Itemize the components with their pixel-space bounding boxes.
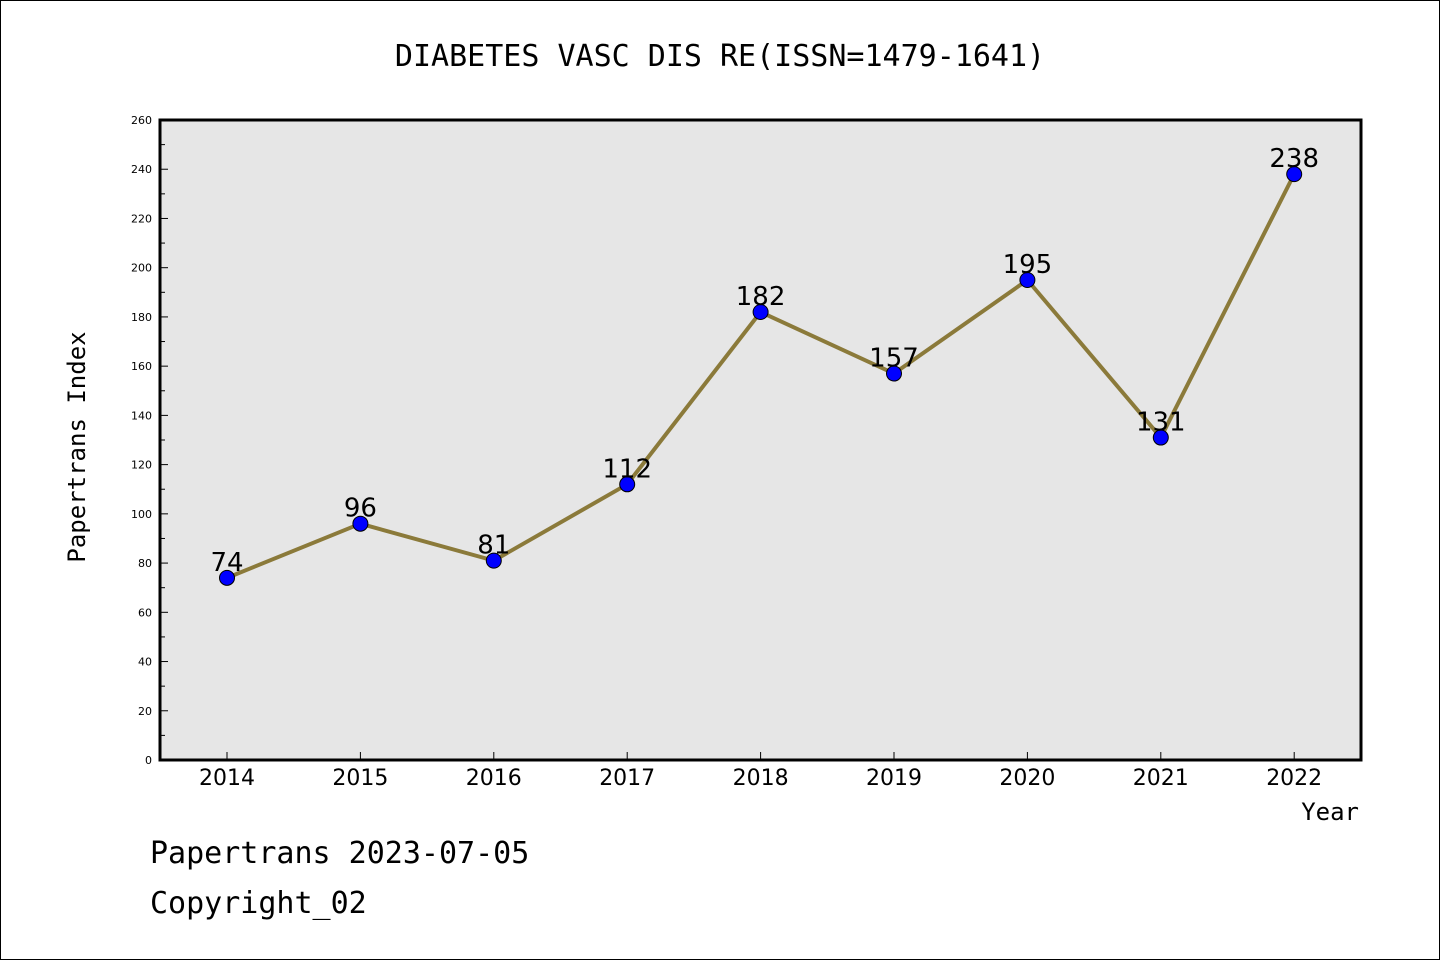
y-axis-label: Papertrans Index <box>63 331 91 562</box>
x-tick-label-2020: 2020 <box>999 766 1055 791</box>
data-point-2021 <box>1152 429 1169 446</box>
y-axis: 0 20 40 60 80 100 120 140 160 180 200 220 240 260 <box>131 114 168 767</box>
data-label-2021: 131 <box>1136 408 1186 438</box>
data-points <box>219 166 1303 586</box>
chart-title: DIABETES VASC DIS RE(ISSN=1479-1641) <box>395 39 1045 74</box>
footer-date: Papertrans 2023-07-05 <box>150 836 530 871</box>
data-point-2022 <box>1286 166 1303 183</box>
data-labels: 74 96 81 112 182 157 195 131 238 <box>210 144 1319 578</box>
y-tick-label-0: 0 <box>145 754 152 767</box>
data-point-2014 <box>219 569 235 586</box>
data-label-2015: 96 <box>344 494 377 524</box>
data-point-2017 <box>619 476 636 493</box>
y-tick-label-20: 20 <box>138 705 152 718</box>
data-label-2017: 112 <box>602 454 652 484</box>
y-tick-label-180: 180 <box>131 311 152 324</box>
plot-area <box>158 118 1363 762</box>
y-tick-label-160: 160 <box>131 360 152 373</box>
x-axis-label: Year <box>1301 798 1359 826</box>
y-tick-label-100: 100 <box>131 508 152 521</box>
data-label-2022: 238 <box>1269 144 1319 174</box>
y-tick-label-140: 140 <box>131 409 152 422</box>
data-point-2019 <box>886 365 902 382</box>
data-point-2016 <box>485 552 502 569</box>
x-tick-label-2015: 2015 <box>332 766 388 791</box>
x-axis: 2014 2015 2016 2017 2018 2019 2020 2021 2022 <box>199 752 1322 791</box>
data-point-2018 <box>752 304 769 320</box>
data-label-2016: 81 <box>477 531 510 561</box>
y-tick-label-220: 220 <box>131 212 152 225</box>
y-tick-label-120: 120 <box>131 459 152 472</box>
y-tick-label-240: 240 <box>131 163 152 176</box>
x-tick-label-2021: 2021 <box>1133 766 1189 791</box>
data-point-2015 <box>352 515 369 532</box>
y-tick-label-200: 200 <box>131 262 152 275</box>
footer-copyright: Copyright_02 <box>150 886 367 921</box>
y-tick-label-260: 260 <box>131 114 152 127</box>
x-tick-label-2019: 2019 <box>866 766 922 791</box>
x-tick-label-2014: 2014 <box>199 766 255 791</box>
data-label-2014: 74 <box>210 548 243 578</box>
x-tick-label-2022: 2022 <box>1266 766 1322 791</box>
data-label-2019: 157 <box>869 344 919 374</box>
data-label-2018: 182 <box>736 282 786 312</box>
x-tick-label-2018: 2018 <box>733 766 789 791</box>
x-tick-label-2016: 2016 <box>466 766 522 791</box>
y-tick-label-40: 40 <box>138 656 152 669</box>
data-label-2020: 195 <box>1003 250 1053 280</box>
y-tick-label-60: 60 <box>138 606 152 619</box>
data-point-2020 <box>1019 272 1036 288</box>
y-tick-label-80: 80 <box>138 557 152 570</box>
x-tick-label-2017: 2017 <box>599 766 655 791</box>
